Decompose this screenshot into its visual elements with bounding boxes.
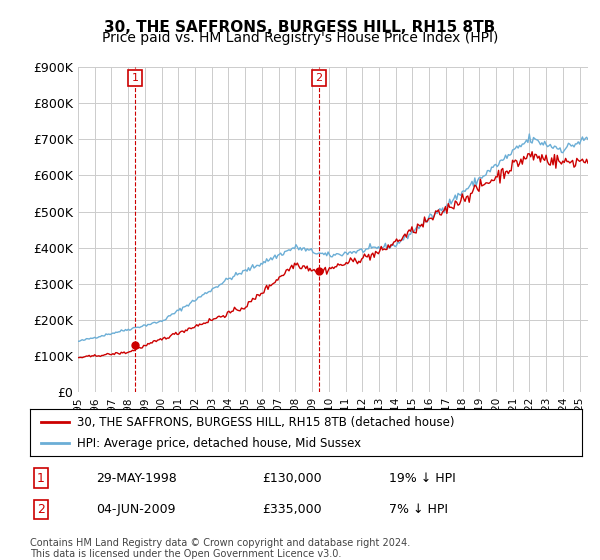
Text: £335,000: £335,000 <box>262 503 322 516</box>
Text: 29-MAY-1998: 29-MAY-1998 <box>96 472 177 484</box>
Text: 7% ↓ HPI: 7% ↓ HPI <box>389 503 448 516</box>
Text: 19% ↓ HPI: 19% ↓ HPI <box>389 472 455 484</box>
Text: Price paid vs. HM Land Registry's House Price Index (HPI): Price paid vs. HM Land Registry's House … <box>102 31 498 45</box>
Text: 1: 1 <box>37 472 45 484</box>
Text: 30, THE SAFFRONS, BURGESS HILL, RH15 8TB (detached house): 30, THE SAFFRONS, BURGESS HILL, RH15 8TB… <box>77 416 454 428</box>
Text: 2: 2 <box>316 73 323 83</box>
Text: 1: 1 <box>131 73 139 83</box>
Text: 30, THE SAFFRONS, BURGESS HILL, RH15 8TB: 30, THE SAFFRONS, BURGESS HILL, RH15 8TB <box>104 20 496 35</box>
Text: HPI: Average price, detached house, Mid Sussex: HPI: Average price, detached house, Mid … <box>77 437 361 450</box>
Text: 2: 2 <box>37 503 45 516</box>
Text: Contains HM Land Registry data © Crown copyright and database right 2024.
This d: Contains HM Land Registry data © Crown c… <box>30 538 410 559</box>
Text: £130,000: £130,000 <box>262 472 322 484</box>
Text: 04-JUN-2009: 04-JUN-2009 <box>96 503 176 516</box>
